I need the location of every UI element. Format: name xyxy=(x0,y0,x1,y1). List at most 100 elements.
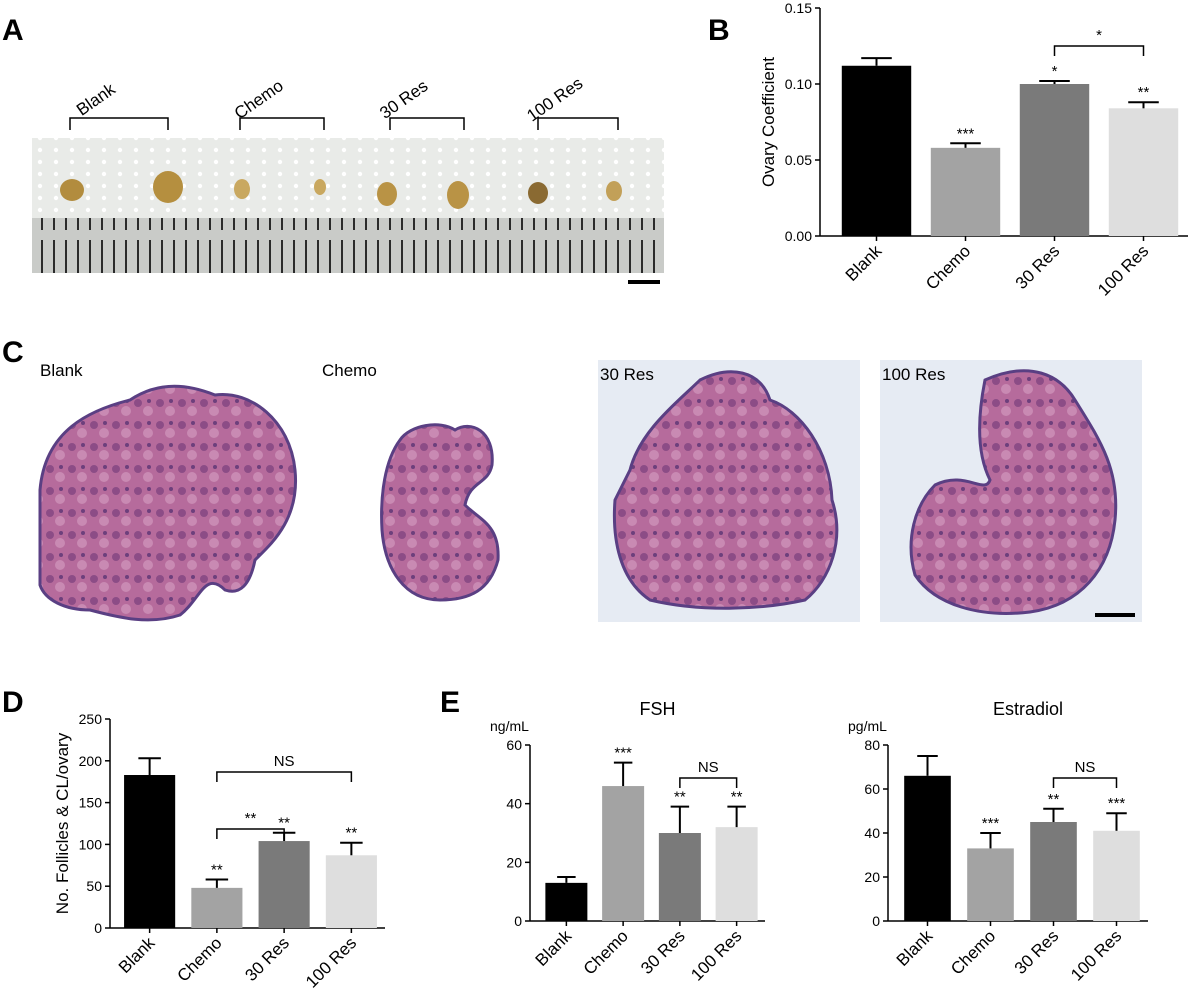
y-tick-label: 60 xyxy=(864,781,880,797)
photo-bracket xyxy=(389,117,465,130)
section-100res xyxy=(909,369,1118,615)
significance-label: ** xyxy=(211,862,223,879)
y-tick-label: 200 xyxy=(79,753,103,769)
x-category-label: 30 Res xyxy=(1012,241,1064,293)
x-category-label: Blank xyxy=(893,926,937,970)
y-tick-label: 80 xyxy=(864,737,880,753)
x-category-label: Chemo xyxy=(174,933,226,985)
bracket-label: * xyxy=(1096,27,1102,44)
section-blank xyxy=(38,384,298,622)
significance-label: *** xyxy=(957,125,975,142)
y-tick-label: 100 xyxy=(79,836,103,852)
photo-bracket xyxy=(537,117,619,130)
y-tick-label: 150 xyxy=(79,795,103,811)
x-category-label: Blank xyxy=(115,933,159,977)
section-chemo xyxy=(380,423,500,602)
bar-chemo xyxy=(191,887,243,928)
significance-label: *** xyxy=(1108,795,1126,812)
ovary-photo xyxy=(32,138,664,284)
x-category-label: 100 Res xyxy=(302,933,360,991)
photo-label: Blank xyxy=(73,79,119,119)
comparison-bracket xyxy=(216,828,285,839)
histology-labels: Blank Chemo 30 Res 100 Res xyxy=(40,361,945,384)
bracket-label: ** xyxy=(245,810,257,827)
panel-letter-b: B xyxy=(708,14,730,47)
x-category-label: 100 Res xyxy=(687,926,745,984)
ovary-100res-2 xyxy=(606,181,622,201)
y-tick-label: 60 xyxy=(506,737,522,753)
bracket-label: NS xyxy=(698,759,719,776)
ovary-blank-1 xyxy=(60,179,84,201)
bar-chemo xyxy=(602,786,645,921)
significance-label: ** xyxy=(278,815,290,832)
y-tick-label: 40 xyxy=(506,796,522,812)
y-axis-label: Ovary Coefficient xyxy=(759,57,778,187)
x-category-label: Chemo xyxy=(947,926,999,978)
panel-letter-c: C xyxy=(2,336,24,369)
x-category-label: 100 Res xyxy=(1067,926,1125,984)
y-axis-label: No. Follicles & CL/ovary xyxy=(53,732,72,914)
bar-30-res xyxy=(258,841,310,928)
ovary-chemo-2 xyxy=(314,179,326,195)
x-category-label: 30 Res xyxy=(1011,926,1063,978)
y-tick-label: 50 xyxy=(86,878,102,894)
ovary-blank-2 xyxy=(153,171,183,203)
comparison-bracket xyxy=(679,777,738,788)
photo-label: Chemo xyxy=(231,76,287,123)
y-tick-label: 20 xyxy=(864,869,880,885)
bar-chemo xyxy=(930,147,1001,236)
ovary-30res-1 xyxy=(377,182,397,206)
significance-label: *** xyxy=(614,745,632,762)
significance-label: *** xyxy=(982,815,1000,832)
y-tick-label: 0.00 xyxy=(785,228,812,244)
bar-30-res xyxy=(658,833,701,921)
y-tick-label: 20 xyxy=(506,854,522,870)
y-tick-label: 0.05 xyxy=(785,152,812,168)
bracket-label: NS xyxy=(274,753,295,770)
chart-title: FSH xyxy=(640,699,676,719)
bar-blank xyxy=(904,775,951,921)
y-tick-label: 250 xyxy=(79,711,103,727)
ovary-chemo-1 xyxy=(234,179,250,199)
y-unit-label: ng/mL xyxy=(490,718,529,734)
y-tick-label: 0 xyxy=(872,913,880,929)
histology-label: 30 Res xyxy=(600,365,654,384)
ovary-100res-1 xyxy=(528,182,548,204)
bar-100-res xyxy=(1093,830,1140,921)
panel-letter-a: A xyxy=(2,14,24,47)
bracket-label: NS xyxy=(1075,759,1096,776)
x-category-label: Blank xyxy=(842,241,886,285)
bar-100-res xyxy=(715,827,758,921)
ovary-30res-2 xyxy=(447,181,469,209)
x-category-label: Blank xyxy=(532,926,576,970)
x-category-label: Chemo xyxy=(580,926,632,978)
y-tick-label: 0.10 xyxy=(785,76,812,92)
photo-bracket xyxy=(69,117,169,130)
panel-letter-e: E xyxy=(440,686,460,719)
comparison-bracket xyxy=(1052,777,1118,788)
x-category-label: 30 Res xyxy=(637,926,689,978)
x-category-label: 30 Res xyxy=(241,933,293,985)
significance-label: ** xyxy=(1048,791,1060,808)
photo-brackets: Blank Chemo 30 Res 100 Res xyxy=(69,74,619,130)
y-tick-label: 0 xyxy=(94,920,102,936)
photo-label: 30 Res xyxy=(376,76,431,122)
significance-label: ** xyxy=(346,825,358,842)
bar-blank xyxy=(545,882,588,921)
photo-bracket xyxy=(239,117,325,130)
y-tick-label: 0.15 xyxy=(785,0,812,16)
y-tick-label: 40 xyxy=(864,825,880,841)
significance-label: ** xyxy=(1138,84,1150,101)
x-category-label: 100 Res xyxy=(1094,241,1152,299)
bar-100-res xyxy=(1108,108,1179,236)
histology-label: 100 Res xyxy=(882,365,945,384)
histology-label: Blank xyxy=(40,361,83,380)
ruler-strip xyxy=(32,218,664,273)
scale-bar-c xyxy=(1095,613,1135,617)
scale-bar-a xyxy=(628,280,660,284)
significance-label: ** xyxy=(731,789,743,806)
x-category-label: Chemo xyxy=(922,241,974,293)
significance-label: ** xyxy=(674,789,686,806)
